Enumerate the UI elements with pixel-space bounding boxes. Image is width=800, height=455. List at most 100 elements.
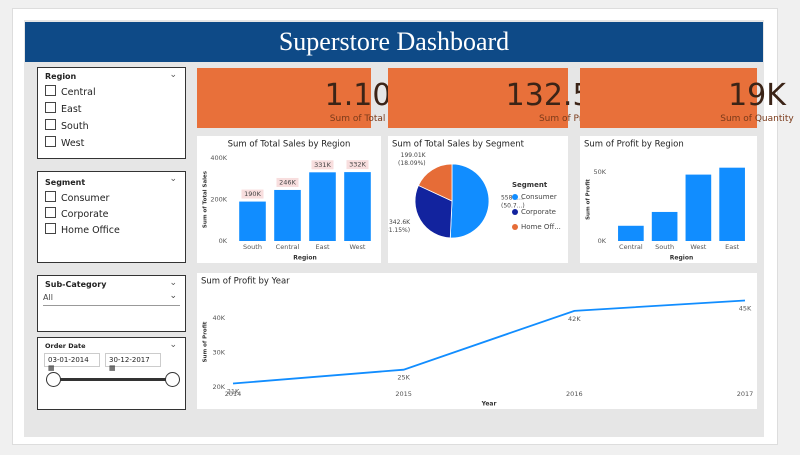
- label-bg: [241, 189, 264, 199]
- date-slicer: Order Date ⌄ 03-01-2014 ▦ 30-12-2017 ▦: [37, 337, 186, 410]
- slicer-title: Region: [45, 72, 77, 81]
- dropdown[interactable]: All ⌄: [43, 291, 180, 306]
- slider-track: [54, 378, 172, 381]
- kpi-label: Sum of Total Sales: [329, 114, 413, 124]
- end-date[interactable]: 30-12-2017 ▦: [105, 353, 161, 372]
- subcategory-slicer: Sub-Category ⌄ All ⌄: [37, 275, 186, 332]
- percent-label: (18.09%): [398, 160, 426, 167]
- end-date-text: 30-12-2017: [109, 356, 150, 364]
- y-tick-label: 40K: [212, 314, 225, 322]
- start-date-text: 03-01-2014: [48, 356, 89, 364]
- kpi-label: Sum of Quantity: [720, 114, 794, 124]
- option[interactable]: East: [45, 102, 82, 115]
- option[interactable]: Consumer: [45, 191, 109, 204]
- segment-slicer: Segment ⌄ Consumer Corporate Home Office: [37, 171, 186, 263]
- x-axis-title: Region: [670, 255, 693, 262]
- x-tick-label: 2017: [737, 390, 754, 398]
- kpi-card: 19K Sum of Quantity: [580, 68, 794, 128]
- value-label: 199.01K: [401, 152, 427, 159]
- chevron[interactable]: ⌄: [169, 174, 177, 184]
- x-tick-label: 2015: [395, 390, 412, 398]
- y-tick-label: 20K: [212, 383, 225, 391]
- option-label: Central: [61, 87, 96, 98]
- bar: [685, 174, 712, 241]
- y-tick-label: 50K: [593, 168, 606, 176]
- value-label: 331K: [314, 161, 331, 169]
- pie-slice: [417, 163, 453, 202]
- legend-label: Corporate: [521, 208, 556, 216]
- value-label: 25K: [397, 374, 410, 382]
- option-label: Consumer: [61, 193, 110, 204]
- chart-title: Sum of Total Sales by Region: [228, 140, 351, 150]
- percent-label: (50.7...): [501, 203, 525, 210]
- y-tick-label: 200K: [210, 196, 227, 204]
- option[interactable]: Central: [45, 85, 96, 98]
- bar: [344, 172, 371, 241]
- chart: Sum of Profit by Year 20K 30K 40K Year Sum of…: [197, 273, 757, 409]
- chevron[interactable]: ⌄: [169, 278, 177, 288]
- y-tick-label: 30K: [212, 348, 225, 356]
- line: [232, 299, 746, 385]
- label-bg: [346, 160, 369, 170]
- y-tick-label: 400K: [210, 154, 227, 162]
- x-tick-label: East: [725, 243, 739, 251]
- kpi-card: 132.52K Sum of Profit: [388, 68, 630, 128]
- bar: [274, 189, 301, 241]
- chart: Sum of Total Sales by Region 0K 200K 400K Re…: [197, 136, 381, 263]
- x-tick-label: West: [350, 243, 366, 251]
- x-tick-label: West: [690, 243, 706, 251]
- x-tick-label: East: [315, 243, 329, 251]
- label-bg: [276, 177, 299, 187]
- legend-swatch: [512, 209, 518, 215]
- bar: [309, 172, 336, 241]
- x-tick-label: 2016: [566, 390, 583, 398]
- header: Superstore Dashboard: [25, 22, 763, 62]
- slider-handle[interactable]: [46, 372, 61, 387]
- legend-label: Home Off...: [521, 223, 561, 231]
- legend-title: Segment: [512, 181, 548, 189]
- legend-swatch: [512, 224, 518, 230]
- kpi-label: Sum of Profit: [538, 114, 598, 124]
- dashboard-title: Superstore Dashboard: [278, 27, 510, 56]
- chart-title: Sum of Profit by Region: [584, 140, 684, 150]
- kpi-card: 1.10M Sum of Total Sales: [197, 68, 417, 128]
- percent-label: (31.15%): [388, 227, 410, 234]
- y-tick-label: 0K: [598, 237, 607, 245]
- pie-slice: [449, 163, 490, 239]
- slicer-title: Segment: [45, 178, 86, 187]
- option-label: Corporate: [61, 209, 109, 220]
- chevron[interactable]: ⌄: [169, 340, 177, 350]
- chart-title: Sum of Total Sales by Segment: [392, 140, 525, 150]
- option[interactable]: Home Office: [45, 223, 120, 236]
- slider-handle[interactable]: [165, 372, 180, 387]
- option-label: Home Office: [61, 225, 120, 236]
- option-label: West: [61, 138, 85, 149]
- option[interactable]: Corporate: [45, 207, 109, 220]
- bar: [719, 167, 745, 241]
- y-axis-title: Sum of Profit: [586, 179, 592, 220]
- option[interactable]: South: [45, 119, 89, 132]
- value-label: 190K: [244, 190, 261, 198]
- x-tick-label: 2014: [225, 390, 242, 398]
- option[interactable]: West: [45, 136, 84, 149]
- pie-slice: [414, 184, 453, 239]
- legend-swatch: [512, 194, 518, 200]
- y-axis-title: Sum of Total Sales: [203, 170, 209, 228]
- slicer-title: Sub-Category: [45, 280, 107, 289]
- value-label: 21K: [227, 388, 240, 396]
- value-label: 45K: [739, 304, 752, 312]
- dropdown-value: All: [43, 293, 53, 302]
- value-label: 342.6K: [389, 219, 411, 226]
- label-bg: [311, 160, 334, 170]
- x-tick-label: Central: [276, 243, 300, 251]
- value-label: 246K: [279, 178, 296, 186]
- start-date[interactable]: 03-01-2014 ▦: [44, 353, 100, 372]
- chart: Sum of Profit by Region 0K 50K Region Sum of…: [580, 136, 757, 263]
- chevron[interactable]: ⌄: [169, 70, 177, 80]
- y-axis-title: Sum of Profit: [203, 321, 209, 362]
- chart: Sum of Total Sales by Segment558.2...(50…: [388, 136, 568, 263]
- bar: [651, 211, 678, 241]
- chart-title: Sum of Profit by Year: [201, 277, 290, 287]
- x-tick-label: Central: [619, 243, 643, 251]
- x-axis-title: Year: [481, 401, 497, 408]
